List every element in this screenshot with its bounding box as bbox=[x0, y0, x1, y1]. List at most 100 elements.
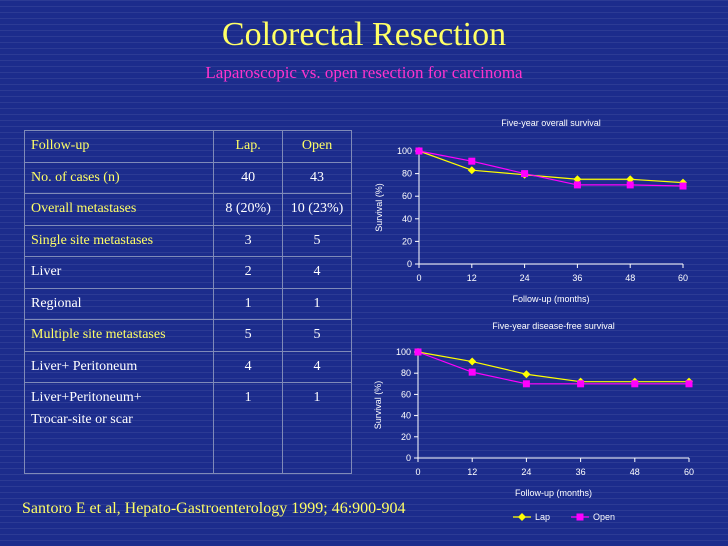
x-tick-label: 48 bbox=[630, 467, 640, 477]
x-tick-label: 12 bbox=[467, 467, 477, 477]
x-tick-label: 48 bbox=[625, 273, 635, 283]
series-line-lap bbox=[417, 351, 689, 383]
y-tick-label: 0 bbox=[407, 259, 412, 269]
data-point-open bbox=[468, 157, 476, 165]
table-row: Regional 1 1 bbox=[23, 287, 352, 321]
disease-free-survival-chart: Five-year disease-free survival 0 20 40 60 80… bbox=[373, 321, 694, 522]
x-tick-label: 36 bbox=[576, 467, 586, 477]
slide-title: Colorectal Resection bbox=[221, 16, 507, 53]
header-follow-up: Follow-up bbox=[23, 130, 215, 163]
series-lap bbox=[414, 348, 693, 386]
y-tick-label: 60 bbox=[401, 389, 411, 399]
row-label-line2: Trocar-site or scar bbox=[31, 412, 133, 428]
series-line-lap bbox=[418, 150, 684, 184]
row-lap-value: 5 bbox=[213, 319, 284, 352]
legend-swatch-marker bbox=[518, 513, 526, 521]
x-tick-label: 36 bbox=[572, 273, 582, 283]
data-point-lap bbox=[467, 166, 476, 175]
chart-title: Five-year disease-free survival bbox=[492, 321, 615, 331]
data-point-open bbox=[414, 348, 422, 356]
legend-label: Lap bbox=[535, 512, 550, 522]
data-point-open bbox=[679, 182, 687, 190]
x-tick-label: 60 bbox=[678, 273, 688, 283]
data-point-open bbox=[685, 380, 693, 388]
data-point-lap bbox=[573, 175, 582, 184]
x-tick-label: 12 bbox=[467, 273, 477, 283]
data-point-open bbox=[626, 181, 634, 189]
row-lap-value: 4 bbox=[213, 350, 284, 384]
row-label: No. of cases (n) bbox=[23, 161, 215, 195]
row-open-value: 5 bbox=[282, 319, 352, 352]
data-point-open bbox=[522, 380, 530, 388]
header-lap: Lap. bbox=[213, 130, 284, 163]
row-label: Overall metastases bbox=[23, 193, 215, 226]
data-point-open bbox=[415, 147, 423, 155]
data-point-lap bbox=[626, 175, 635, 184]
row-lap-value: 1 bbox=[213, 382, 284, 474]
slide-subtitle: Laparoscopic vs. open resection for carc… bbox=[205, 63, 523, 82]
data-point-open bbox=[577, 380, 585, 388]
axes: 0 20 40 60 80 100 0 12 24 36 48 60 bbox=[396, 347, 694, 477]
y-tick-label: 0 bbox=[406, 453, 411, 463]
data-point-open bbox=[521, 170, 529, 178]
chart-title: Five-year overall survival bbox=[501, 118, 601, 128]
table-row: Liver+Peritoneum+ Trocar-site or scar 1 … bbox=[23, 382, 352, 474]
x-tick-label: 24 bbox=[520, 273, 530, 283]
row-open-value: 43 bbox=[282, 161, 352, 195]
legend-item-open: Open bbox=[571, 512, 615, 522]
row-label: Multiple site metastases bbox=[23, 319, 215, 352]
series-line-open bbox=[418, 150, 684, 187]
x-tick-label: 0 bbox=[415, 467, 420, 477]
table-row: Liver+ Peritoneum 4 4 bbox=[23, 350, 352, 384]
row-label-line1: Liver+Peritoneum+ bbox=[31, 390, 142, 406]
x-axis-label: Follow-up (months) bbox=[515, 488, 592, 498]
data-point-open bbox=[631, 380, 639, 388]
row-lap-value: 3 bbox=[213, 224, 284, 258]
row-label: Liver+Peritoneum+ Trocar-site or scar bbox=[23, 382, 215, 474]
legend-label: Open bbox=[593, 512, 615, 522]
y-tick-label: 80 bbox=[401, 368, 411, 378]
table-row: No. of cases (n) 40 43 bbox=[23, 161, 352, 195]
y-tick-label: 20 bbox=[402, 236, 412, 246]
y-tick-label: 40 bbox=[401, 411, 411, 421]
table-header-row: Follow-up Lap. Open bbox=[23, 130, 352, 163]
data-point-lap bbox=[468, 357, 477, 366]
table-row: Multiple site metastases 5 5 bbox=[23, 319, 352, 352]
table-row: Single site metastases 3 5 bbox=[23, 224, 352, 258]
row-open-value: 1 bbox=[282, 287, 352, 321]
row-open-value: 10 (23%) bbox=[282, 193, 352, 226]
data-point-open bbox=[573, 181, 581, 189]
row-open-value: 4 bbox=[282, 256, 352, 289]
series-open bbox=[415, 147, 687, 190]
row-lap-value: 1 bbox=[213, 287, 284, 321]
x-axis-label: Follow-up (months) bbox=[512, 294, 589, 304]
series-open bbox=[414, 348, 693, 388]
citation: Santoro E et al, Hepato-Gastroenterology… bbox=[22, 500, 406, 517]
axes: 0 20 40 60 80 100 0 12 24 36 48 60 bbox=[397, 146, 688, 283]
row-open-value: 4 bbox=[282, 350, 352, 384]
y-tick-label: 100 bbox=[396, 347, 411, 357]
row-lap-value: 40 bbox=[213, 161, 284, 195]
y-tick-label: 20 bbox=[401, 432, 411, 442]
y-tick-label: 40 bbox=[402, 214, 412, 224]
legend-swatch-marker bbox=[576, 513, 584, 521]
y-tick-label: 100 bbox=[397, 146, 412, 156]
legend: Lap Open bbox=[513, 512, 615, 522]
y-tick-label: 60 bbox=[402, 191, 412, 201]
y-axis-label: Survival (%) bbox=[374, 183, 384, 232]
row-label: Single site metastases bbox=[23, 224, 215, 258]
row-label: Liver+ Peritoneum bbox=[23, 350, 215, 384]
data-point-open bbox=[468, 368, 476, 376]
x-tick-label: 0 bbox=[416, 273, 421, 283]
metastases-table: Follow-up Lap. Open No. of cases (n) 40 … bbox=[23, 130, 352, 474]
data-point-lap bbox=[522, 370, 531, 379]
series-line-open bbox=[417, 351, 689, 385]
row-label: Liver bbox=[23, 256, 215, 289]
row-open-value: 5 bbox=[282, 224, 352, 258]
row-label: Regional bbox=[23, 287, 215, 321]
table-row: Overall metastases 8 (20%) 10 (23%) bbox=[23, 193, 352, 226]
row-lap-value: 8 (20%) bbox=[213, 193, 284, 226]
series-lap bbox=[415, 147, 687, 187]
x-tick-label: 60 bbox=[684, 467, 694, 477]
table-row: Liver 2 4 bbox=[23, 256, 352, 289]
